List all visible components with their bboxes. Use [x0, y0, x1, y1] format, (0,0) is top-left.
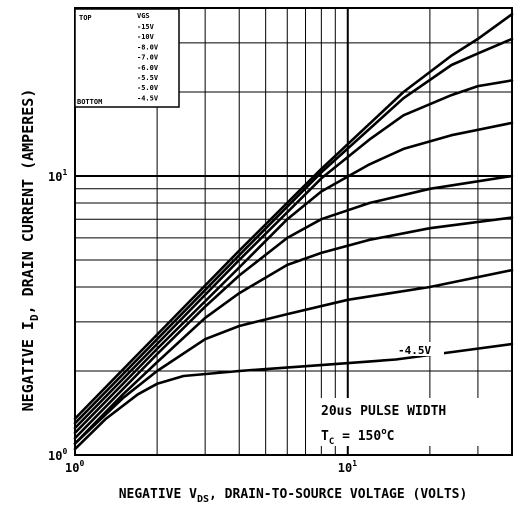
legend-entries: -15V -10V -8.0V -7.0V -6.0V -5.5V -5.0V -4.5V: [137, 23, 159, 102]
grid-lines: [75, 8, 512, 455]
y-tick-exp: 1: [62, 168, 67, 177]
temperature-label: TC = 150oC: [321, 427, 394, 447]
y-axis-title: NEGATIVE ID, DRAIN CURRENT (AMPERES): [19, 89, 41, 412]
pulse-width-label: 20us PULSE WIDTH: [321, 404, 446, 419]
temperature-sub: C: [329, 437, 334, 447]
legend-entry: -8.0V: [137, 43, 159, 51]
legend-header: VGS: [137, 12, 150, 20]
legend-entry: -10V: [137, 33, 155, 41]
y-axis-title-sub: D: [28, 314, 41, 321]
series-line: [73, 79, 514, 430]
series-line: [73, 216, 514, 445]
series-line: [73, 268, 514, 445]
legend-bottom-label: BOTTOM: [77, 98, 102, 106]
x-tick-base: 10: [338, 461, 352, 475]
y-tick-base: 10: [48, 449, 62, 463]
x-tick-exp: 0: [79, 459, 84, 468]
y-tick-label: 100: [48, 447, 67, 463]
x-tick-base: 10: [65, 461, 79, 475]
legend-entry: -6.0V: [137, 64, 159, 72]
series-line: [73, 174, 514, 440]
plot-frame: [74, 7, 513, 456]
legend-entry: -5.5V: [137, 74, 159, 82]
x-axis-title-sub: DS: [197, 494, 209, 505]
legend-box: [74, 8, 180, 108]
temperature-prefix: T: [321, 429, 329, 444]
y-axis-title-rest: , DRAIN CURRENT (AMPERES): [19, 89, 37, 315]
y-tick-label: 101: [48, 168, 67, 184]
curve-label-bg: [396, 342, 444, 356]
y-tick-base: 10: [48, 170, 62, 184]
annotation-bg: [319, 398, 511, 446]
series-lines: [73, 12, 514, 451]
legend-entry: -15V: [137, 23, 155, 31]
y-axis-title-main: NEGATIVE I: [19, 321, 37, 411]
series-line: [73, 12, 514, 420]
legend-top-label: TOP: [79, 14, 92, 22]
x-tick-exp: 1: [352, 459, 357, 468]
y-tick-exp: 0: [62, 447, 67, 456]
legend-entry: -4.5V: [137, 94, 159, 102]
curve-label-4-5v: -4.5V: [398, 344, 431, 357]
legend: TOP VGS -15V -10V -8.0V -7.0V -6.0V -5.5V -5.0…: [74, 8, 180, 108]
x-axis-title-main: NEGATIVE V: [119, 487, 197, 502]
legend-entry: -7.0V: [137, 54, 159, 62]
temperature-unit: C: [387, 429, 395, 444]
series-line: [73, 121, 514, 435]
series-line: [73, 37, 514, 425]
legend-entry: -5.0V: [137, 84, 159, 92]
x-tick-label: 101: [338, 459, 357, 475]
temperature-degree: o: [381, 427, 386, 437]
x-axis-title-rest: , DRAIN-TO-SOURCE VOLTAGE (VOLTS): [209, 487, 467, 502]
x-axis-title: NEGATIVE VDS, DRAIN-TO-SOURCE VOLTAGE (V…: [119, 487, 468, 505]
temperature-value: = 150: [334, 429, 381, 444]
x-tick-label: 100: [65, 459, 84, 475]
